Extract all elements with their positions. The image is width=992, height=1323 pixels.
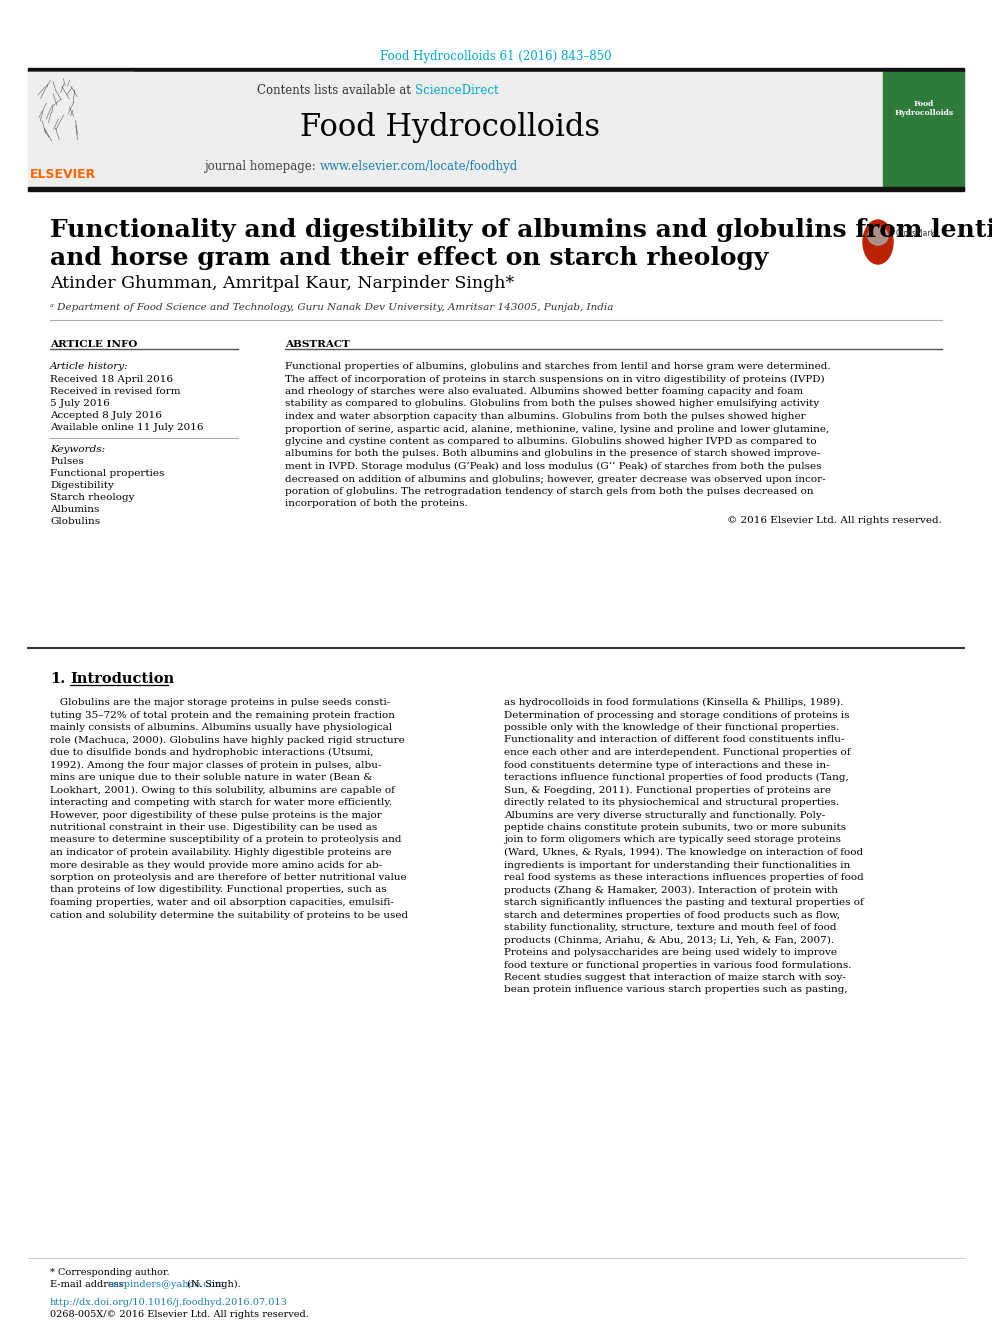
Text: index and water absorption capacity than albumins. Globulins from both the pulse: index and water absorption capacity than… bbox=[285, 411, 806, 421]
Text: Functional properties: Functional properties bbox=[50, 468, 165, 478]
Text: Globulins: Globulins bbox=[50, 517, 100, 527]
Text: Functionality and digestibility of albumins and globulins from lentil: Functionality and digestibility of album… bbox=[50, 218, 992, 242]
Text: Available online 11 July 2016: Available online 11 July 2016 bbox=[50, 423, 203, 433]
Ellipse shape bbox=[863, 220, 893, 265]
Text: The affect of incorporation of proteins in starch suspensions on in vitro digest: The affect of incorporation of proteins … bbox=[285, 374, 824, 384]
Text: 0268-005X/© 2016 Elsevier Ltd. All rights reserved.: 0268-005X/© 2016 Elsevier Ltd. All right… bbox=[50, 1310, 309, 1319]
Text: Received 18 April 2016: Received 18 April 2016 bbox=[50, 374, 173, 384]
Text: sorption on proteolysis and are therefore of better nutritional value: sorption on proteolysis and are therefor… bbox=[50, 873, 407, 882]
Text: * Corresponding author.: * Corresponding author. bbox=[50, 1267, 170, 1277]
Text: real food systems as these interactions influences properties of food: real food systems as these interactions … bbox=[504, 873, 864, 882]
Text: and rheology of starches were also evaluated. Albumins showed better foaming cap: and rheology of starches were also evalu… bbox=[285, 388, 804, 396]
Ellipse shape bbox=[868, 228, 888, 245]
Text: poration of globulins. The retrogradation tendency of starch gels from both the : poration of globulins. The retrogradatio… bbox=[285, 487, 813, 496]
Text: http://dx.doi.org/10.1016/j.foodhyd.2016.07.013: http://dx.doi.org/10.1016/j.foodhyd.2016… bbox=[50, 1298, 288, 1307]
Text: Proteins and polysaccharides are being used widely to improve: Proteins and polysaccharides are being u… bbox=[504, 949, 837, 957]
Text: Globulins are the major storage proteins in pulse seeds consti-: Globulins are the major storage proteins… bbox=[50, 699, 390, 706]
Text: Article history:: Article history: bbox=[50, 363, 129, 370]
Text: 1.: 1. bbox=[50, 672, 65, 687]
Text: mainly consists of albumins. Albumins usually have physiological: mainly consists of albumins. Albumins us… bbox=[50, 722, 392, 732]
Text: tuting 35–72% of total protein and the remaining protein fraction: tuting 35–72% of total protein and the r… bbox=[50, 710, 395, 720]
Text: teractions influence functional properties of food products (Tang,: teractions influence functional properti… bbox=[504, 773, 849, 782]
Text: ment in IVPD. Storage modulus (G’Peak) and loss modulus (G’’ Peak) of starches f: ment in IVPD. Storage modulus (G’Peak) a… bbox=[285, 462, 821, 471]
Text: foaming properties, water and oil absorption capacities, emulsifi-: foaming properties, water and oil absorp… bbox=[50, 898, 394, 908]
Text: www.elsevier.com/locate/foodhyd: www.elsevier.com/locate/foodhyd bbox=[320, 160, 518, 173]
Text: Introduction: Introduction bbox=[70, 672, 175, 687]
Text: narpinders@yahoo.com: narpinders@yahoo.com bbox=[107, 1279, 224, 1289]
Text: ELSEVIER: ELSEVIER bbox=[30, 168, 96, 181]
Text: Functionality and interaction of different food constituents influ-: Functionality and interaction of differe… bbox=[504, 736, 844, 745]
Text: ingredients is important for understanding their functionalities in: ingredients is important for understandi… bbox=[504, 860, 850, 869]
Text: ence each other and are interdependent. Functional properties of: ence each other and are interdependent. … bbox=[504, 747, 850, 757]
Text: possible only with the knowledge of their functional properties.: possible only with the knowledge of thei… bbox=[504, 722, 839, 732]
Text: Atinder Ghumman, Amritpal Kaur, Narpinder Singh*: Atinder Ghumman, Amritpal Kaur, Narpinde… bbox=[50, 275, 514, 292]
Text: starch significantly influences the pasting and textural properties of: starch significantly influences the past… bbox=[504, 898, 864, 908]
Text: ScienceDirect: ScienceDirect bbox=[415, 83, 499, 97]
Text: ARTICLE INFO: ARTICLE INFO bbox=[50, 340, 137, 349]
Text: interacting and competing with starch for water more efficiently.: interacting and competing with starch fo… bbox=[50, 798, 392, 807]
Text: Contents lists available at: Contents lists available at bbox=[257, 83, 415, 97]
Text: Starch rheology: Starch rheology bbox=[50, 493, 135, 501]
Text: food constituents determine type of interactions and these in-: food constituents determine type of inte… bbox=[504, 761, 829, 770]
Text: © 2016 Elsevier Ltd. All rights reserved.: © 2016 Elsevier Ltd. All rights reserved… bbox=[727, 516, 942, 525]
Text: CrossMark: CrossMark bbox=[896, 229, 936, 238]
Text: stability as compared to globulins. Globulins from both the pulses showed higher: stability as compared to globulins. Glob… bbox=[285, 400, 819, 409]
Bar bbox=[28, 187, 964, 191]
Text: glycine and cystine content as compared to albumins. Globulins showed higher IVP: glycine and cystine content as compared … bbox=[285, 437, 816, 446]
Text: food texture or functional properties in various food formulations.: food texture or functional properties in… bbox=[504, 960, 851, 970]
Text: due to disulfide bonds and hydrophobic interactions (Utsumi,: due to disulfide bonds and hydrophobic i… bbox=[50, 747, 373, 757]
Bar bbox=[28, 67, 964, 71]
Text: E-mail address:: E-mail address: bbox=[50, 1279, 130, 1289]
Text: Pulses: Pulses bbox=[50, 456, 83, 466]
Text: Recent studies suggest that interaction of maize starch with soy-: Recent studies suggest that interaction … bbox=[504, 972, 846, 982]
Bar bbox=[28, 71, 883, 191]
Text: decreased on addition of albumins and globulins; however, greater decrease was o: decreased on addition of albumins and gl… bbox=[285, 475, 825, 483]
Text: cation and solubility determine the suitability of proteins to be used: cation and solubility determine the suit… bbox=[50, 910, 408, 919]
Text: stability functionality, structure, texture and mouth feel of food: stability functionality, structure, text… bbox=[504, 923, 836, 931]
Text: and horse gram and their effect on starch rheology: and horse gram and their effect on starc… bbox=[50, 246, 769, 270]
Text: ᵃ Department of Food Science and Technology, Guru Nanak Dev University, Amritsar: ᵃ Department of Food Science and Technol… bbox=[50, 303, 613, 312]
Text: incorporation of both the proteins.: incorporation of both the proteins. bbox=[285, 500, 468, 508]
Text: Food Hydrocolloids: Food Hydrocolloids bbox=[300, 112, 600, 143]
Text: albumins for both the pulses. Both albumins and globulins in the presence of sta: albumins for both the pulses. Both album… bbox=[285, 450, 820, 459]
Text: bean protein influence various starch properties such as pasting,: bean protein influence various starch pr… bbox=[504, 986, 847, 995]
Text: Keywords:: Keywords: bbox=[50, 445, 105, 454]
Text: proportion of serine, aspartic acid, alanine, methionine, valine, lysine and pro: proportion of serine, aspartic acid, ala… bbox=[285, 425, 829, 434]
Text: Functional properties of albumins, globulins and starches from lentil and horse : Functional properties of albumins, globu… bbox=[285, 363, 830, 370]
Text: role (Machuca, 2000). Globulins have highly packed rigid structure: role (Machuca, 2000). Globulins have hig… bbox=[50, 736, 405, 745]
Bar bbox=[883, 71, 964, 191]
Text: than proteins of low digestibility. Functional properties, such as: than proteins of low digestibility. Func… bbox=[50, 885, 387, 894]
Text: journal homepage:: journal homepage: bbox=[204, 160, 320, 173]
Text: more desirable as they would provide more amino acids for ab-: more desirable as they would provide mor… bbox=[50, 860, 382, 869]
Text: starch and determines properties of food products such as flow,: starch and determines properties of food… bbox=[504, 910, 840, 919]
Text: Sun, & Foegding, 2011). Functional properties of proteins are: Sun, & Foegding, 2011). Functional prope… bbox=[504, 786, 831, 795]
Text: 5 July 2016: 5 July 2016 bbox=[50, 400, 110, 407]
Text: Lookhart, 2001). Owing to this solubility, albumins are capable of: Lookhart, 2001). Owing to this solubilit… bbox=[50, 786, 395, 795]
Text: measure to determine susceptibility of a protein to proteolysis and: measure to determine susceptibility of a… bbox=[50, 836, 402, 844]
Text: Received in revised form: Received in revised form bbox=[50, 388, 181, 396]
Text: ABSTRACT: ABSTRACT bbox=[285, 340, 350, 349]
Text: products (Zhang & Hamaker, 2003). Interaction of protein with: products (Zhang & Hamaker, 2003). Intera… bbox=[504, 885, 838, 894]
Text: peptide chains constitute protein subunits, two or more subunits: peptide chains constitute protein subuni… bbox=[504, 823, 846, 832]
Text: (Ward, Uknes, & Ryals, 1994). The knowledge on interaction of food: (Ward, Uknes, & Ryals, 1994). The knowle… bbox=[504, 848, 863, 857]
Text: nutritional constraint in their use. Digestibility can be used as: nutritional constraint in their use. Dig… bbox=[50, 823, 377, 832]
Text: Accepted 8 July 2016: Accepted 8 July 2016 bbox=[50, 411, 162, 419]
Text: mins are unique due to their soluble nature in water (Bean &: mins are unique due to their soluble nat… bbox=[50, 773, 373, 782]
Text: However, poor digestibility of these pulse proteins is the major: However, poor digestibility of these pul… bbox=[50, 811, 382, 819]
Text: Food
Hydrocolloids: Food Hydrocolloids bbox=[895, 101, 953, 118]
Text: products (Chinma, Ariahu, & Abu, 2013; Li, Yeh, & Fan, 2007).: products (Chinma, Ariahu, & Abu, 2013; L… bbox=[504, 935, 834, 945]
Text: Determination of processing and storage conditions of proteins is: Determination of processing and storage … bbox=[504, 710, 849, 720]
Text: Food Hydrocolloids 61 (2016) 843–850: Food Hydrocolloids 61 (2016) 843–850 bbox=[380, 50, 612, 64]
Text: as hydrocolloids in food formulations (Kinsella & Phillips, 1989).: as hydrocolloids in food formulations (K… bbox=[504, 699, 843, 706]
Text: 1992). Among the four major classes of protein in pulses, albu-: 1992). Among the four major classes of p… bbox=[50, 761, 381, 770]
Text: directly related to its physiochemical and structural properties.: directly related to its physiochemical a… bbox=[504, 798, 839, 807]
Text: (N. Singh).: (N. Singh). bbox=[184, 1279, 240, 1289]
Bar bbox=[28, 71, 133, 191]
Text: Digestibility: Digestibility bbox=[50, 482, 114, 490]
Text: Albumins are very diverse structurally and functionally. Poly-: Albumins are very diverse structurally a… bbox=[504, 811, 825, 819]
Text: join to form oligomers which are typically seed storage proteins: join to form oligomers which are typical… bbox=[504, 836, 841, 844]
Text: an indicator of protein availability. Highly digestible proteins are: an indicator of protein availability. Hi… bbox=[50, 848, 392, 857]
Text: Albumins: Albumins bbox=[50, 505, 99, 515]
